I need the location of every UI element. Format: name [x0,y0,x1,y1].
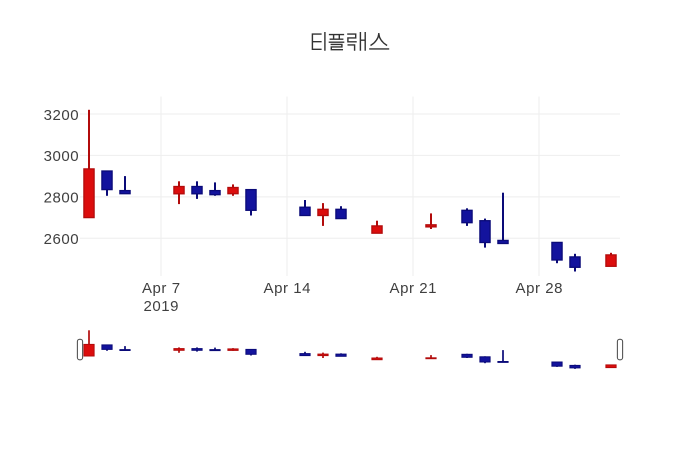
svg-text:Apr 21: Apr 21 [390,280,438,297]
svg-text:3200: 3200 [44,107,80,124]
svg-text:Apr 28: Apr 28 [516,280,564,297]
svg-text:Apr 7: Apr 7 [142,280,181,297]
svg-text:3000: 3000 [44,148,80,165]
svg-text:2019: 2019 [144,298,180,315]
svg-text:2800: 2800 [44,190,80,207]
svg-text:Apr 14: Apr 14 [264,280,312,297]
svg-text:2600: 2600 [44,231,80,248]
